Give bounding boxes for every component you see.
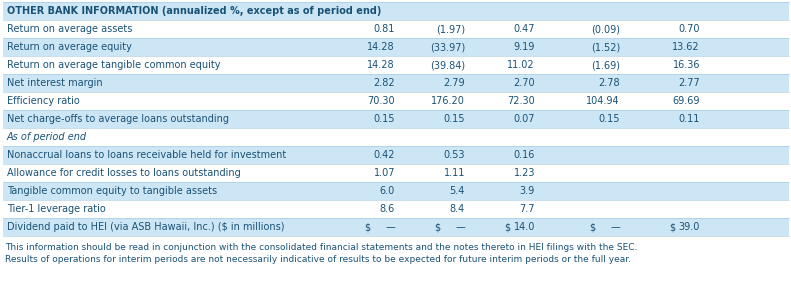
Text: —: — xyxy=(610,222,620,232)
Text: 0.53: 0.53 xyxy=(444,150,465,160)
Text: (33.97): (33.97) xyxy=(430,42,465,52)
Text: 2.79: 2.79 xyxy=(444,78,465,88)
Text: Return on average assets: Return on average assets xyxy=(7,24,132,34)
Text: (1.69): (1.69) xyxy=(591,60,620,70)
Text: 69.69: 69.69 xyxy=(672,96,700,106)
Bar xyxy=(3,2,789,20)
Bar xyxy=(3,110,789,128)
Text: OTHER BANK INFORMATION (annualized %, except as of period end): OTHER BANK INFORMATION (annualized %, ex… xyxy=(7,6,381,16)
Text: 1.11: 1.11 xyxy=(444,168,465,178)
Bar xyxy=(3,182,789,200)
Text: Return on average equity: Return on average equity xyxy=(7,42,132,52)
Text: 2.78: 2.78 xyxy=(598,78,620,88)
Bar xyxy=(3,92,789,110)
Text: Net charge-offs to average loans outstanding: Net charge-offs to average loans outstan… xyxy=(7,114,229,124)
Text: 0.11: 0.11 xyxy=(679,114,700,124)
Text: 3.9: 3.9 xyxy=(520,186,535,196)
Text: 0.07: 0.07 xyxy=(513,114,535,124)
Text: 5.4: 5.4 xyxy=(449,186,465,196)
Bar xyxy=(3,20,789,38)
Text: (39.84): (39.84) xyxy=(430,60,465,70)
Text: As of period end: As of period end xyxy=(7,132,87,142)
Bar xyxy=(3,38,789,56)
Text: 7.7: 7.7 xyxy=(520,204,535,214)
Text: —: — xyxy=(385,222,395,232)
Text: Efficiency ratio: Efficiency ratio xyxy=(7,96,80,106)
Text: Return on average tangible common equity: Return on average tangible common equity xyxy=(7,60,221,70)
Text: 0.16: 0.16 xyxy=(513,150,535,160)
Text: Results of operations for interim periods are not necessarily indicative of resu: Results of operations for interim period… xyxy=(5,254,631,264)
Bar xyxy=(3,218,789,236)
Text: 2.70: 2.70 xyxy=(513,78,535,88)
Text: 14.28: 14.28 xyxy=(367,60,395,70)
Text: 0.15: 0.15 xyxy=(599,114,620,124)
Text: 14.28: 14.28 xyxy=(367,42,395,52)
Bar xyxy=(3,56,789,74)
Text: 8.4: 8.4 xyxy=(450,204,465,214)
Bar xyxy=(3,200,789,218)
Text: Net interest margin: Net interest margin xyxy=(7,78,103,88)
Bar xyxy=(3,74,789,92)
Text: 14.0: 14.0 xyxy=(513,222,535,232)
Bar xyxy=(3,128,789,146)
Text: 104.94: 104.94 xyxy=(586,96,620,106)
Bar xyxy=(3,164,789,182)
Text: (1.97): (1.97) xyxy=(436,24,465,34)
Text: 0.70: 0.70 xyxy=(679,24,700,34)
Text: 39.0: 39.0 xyxy=(679,222,700,232)
Text: (1.52): (1.52) xyxy=(591,42,620,52)
Text: This information should be read in conjunction with the consolidated financial s: This information should be read in conju… xyxy=(5,244,638,253)
Text: 70.30: 70.30 xyxy=(367,96,395,106)
Text: 13.62: 13.62 xyxy=(672,42,700,52)
Text: Tier-1 leverage ratio: Tier-1 leverage ratio xyxy=(7,204,106,214)
Text: 11.02: 11.02 xyxy=(507,60,535,70)
Text: 2.77: 2.77 xyxy=(678,78,700,88)
Text: Nonaccrual loans to loans receivable held for investment: Nonaccrual loans to loans receivable hel… xyxy=(7,150,286,160)
Text: 0.81: 0.81 xyxy=(373,24,395,34)
Text: 0.15: 0.15 xyxy=(444,114,465,124)
Text: $: $ xyxy=(504,222,510,232)
Text: 1.07: 1.07 xyxy=(373,168,395,178)
Text: $: $ xyxy=(669,222,675,232)
Text: 9.19: 9.19 xyxy=(513,42,535,52)
Text: $: $ xyxy=(364,222,370,232)
Text: —: — xyxy=(456,222,465,232)
Text: 8.6: 8.6 xyxy=(380,204,395,214)
Text: 6.0: 6.0 xyxy=(380,186,395,196)
Text: (0.09): (0.09) xyxy=(591,24,620,34)
Text: Tangible common equity to tangible assets: Tangible common equity to tangible asset… xyxy=(7,186,217,196)
Text: 16.36: 16.36 xyxy=(672,60,700,70)
Bar xyxy=(3,146,789,164)
Text: 0.42: 0.42 xyxy=(373,150,395,160)
Text: 72.30: 72.30 xyxy=(507,96,535,106)
Text: 0.47: 0.47 xyxy=(513,24,535,34)
Text: 1.23: 1.23 xyxy=(513,168,535,178)
Text: 0.15: 0.15 xyxy=(373,114,395,124)
Text: $: $ xyxy=(434,222,440,232)
Text: Allowance for credit losses to loans outstanding: Allowance for credit losses to loans out… xyxy=(7,168,240,178)
Text: $: $ xyxy=(589,222,595,232)
Text: 176.20: 176.20 xyxy=(431,96,465,106)
Text: 2.82: 2.82 xyxy=(373,78,395,88)
Text: Dividend paid to HEI (via ASB Hawaii, Inc.) ($ in millions): Dividend paid to HEI (via ASB Hawaii, In… xyxy=(7,222,285,232)
